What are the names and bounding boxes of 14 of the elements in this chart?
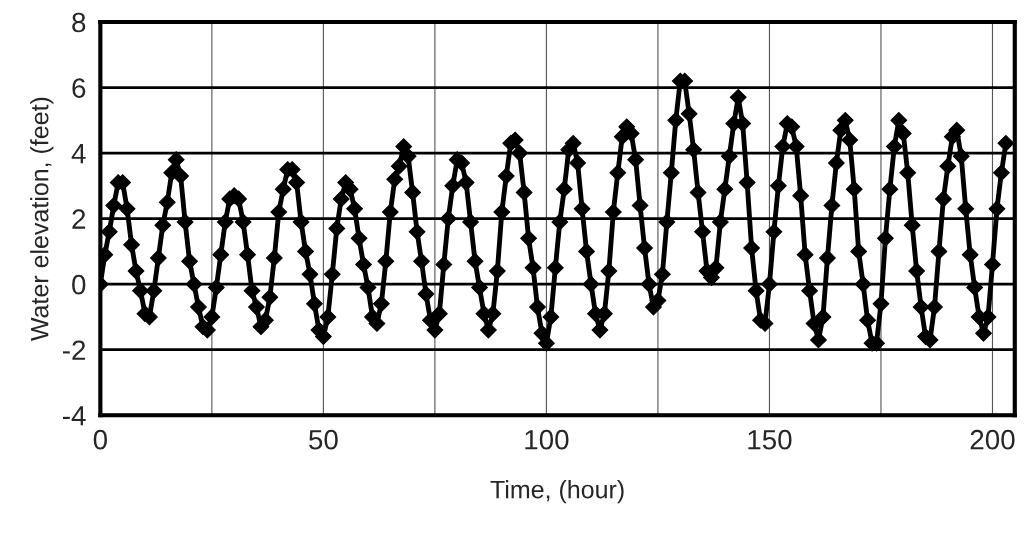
x-tick-label: 200 — [970, 429, 1015, 450]
x-tick-label: 50 — [309, 429, 338, 450]
y-axis-title: Water elevation, (feet) — [30, 97, 54, 342]
y-tick-label: 2 — [72, 209, 86, 229]
y-tick-label: 4 — [71, 144, 86, 164]
x-tick-label: 100 — [525, 429, 569, 450]
x-tick-label: 150 — [748, 429, 792, 450]
y-tick-label: -4 — [63, 406, 86, 426]
y-tick-label: -2 — [63, 340, 86, 360]
x-tick-label: 0 — [93, 429, 107, 450]
y-tick-label: 0 — [72, 274, 86, 295]
y-tick-label: 8 — [72, 12, 86, 33]
y-tick-label: 6 — [72, 78, 86, 98]
x-axis-title: Time, (hour) — [490, 480, 624, 504]
